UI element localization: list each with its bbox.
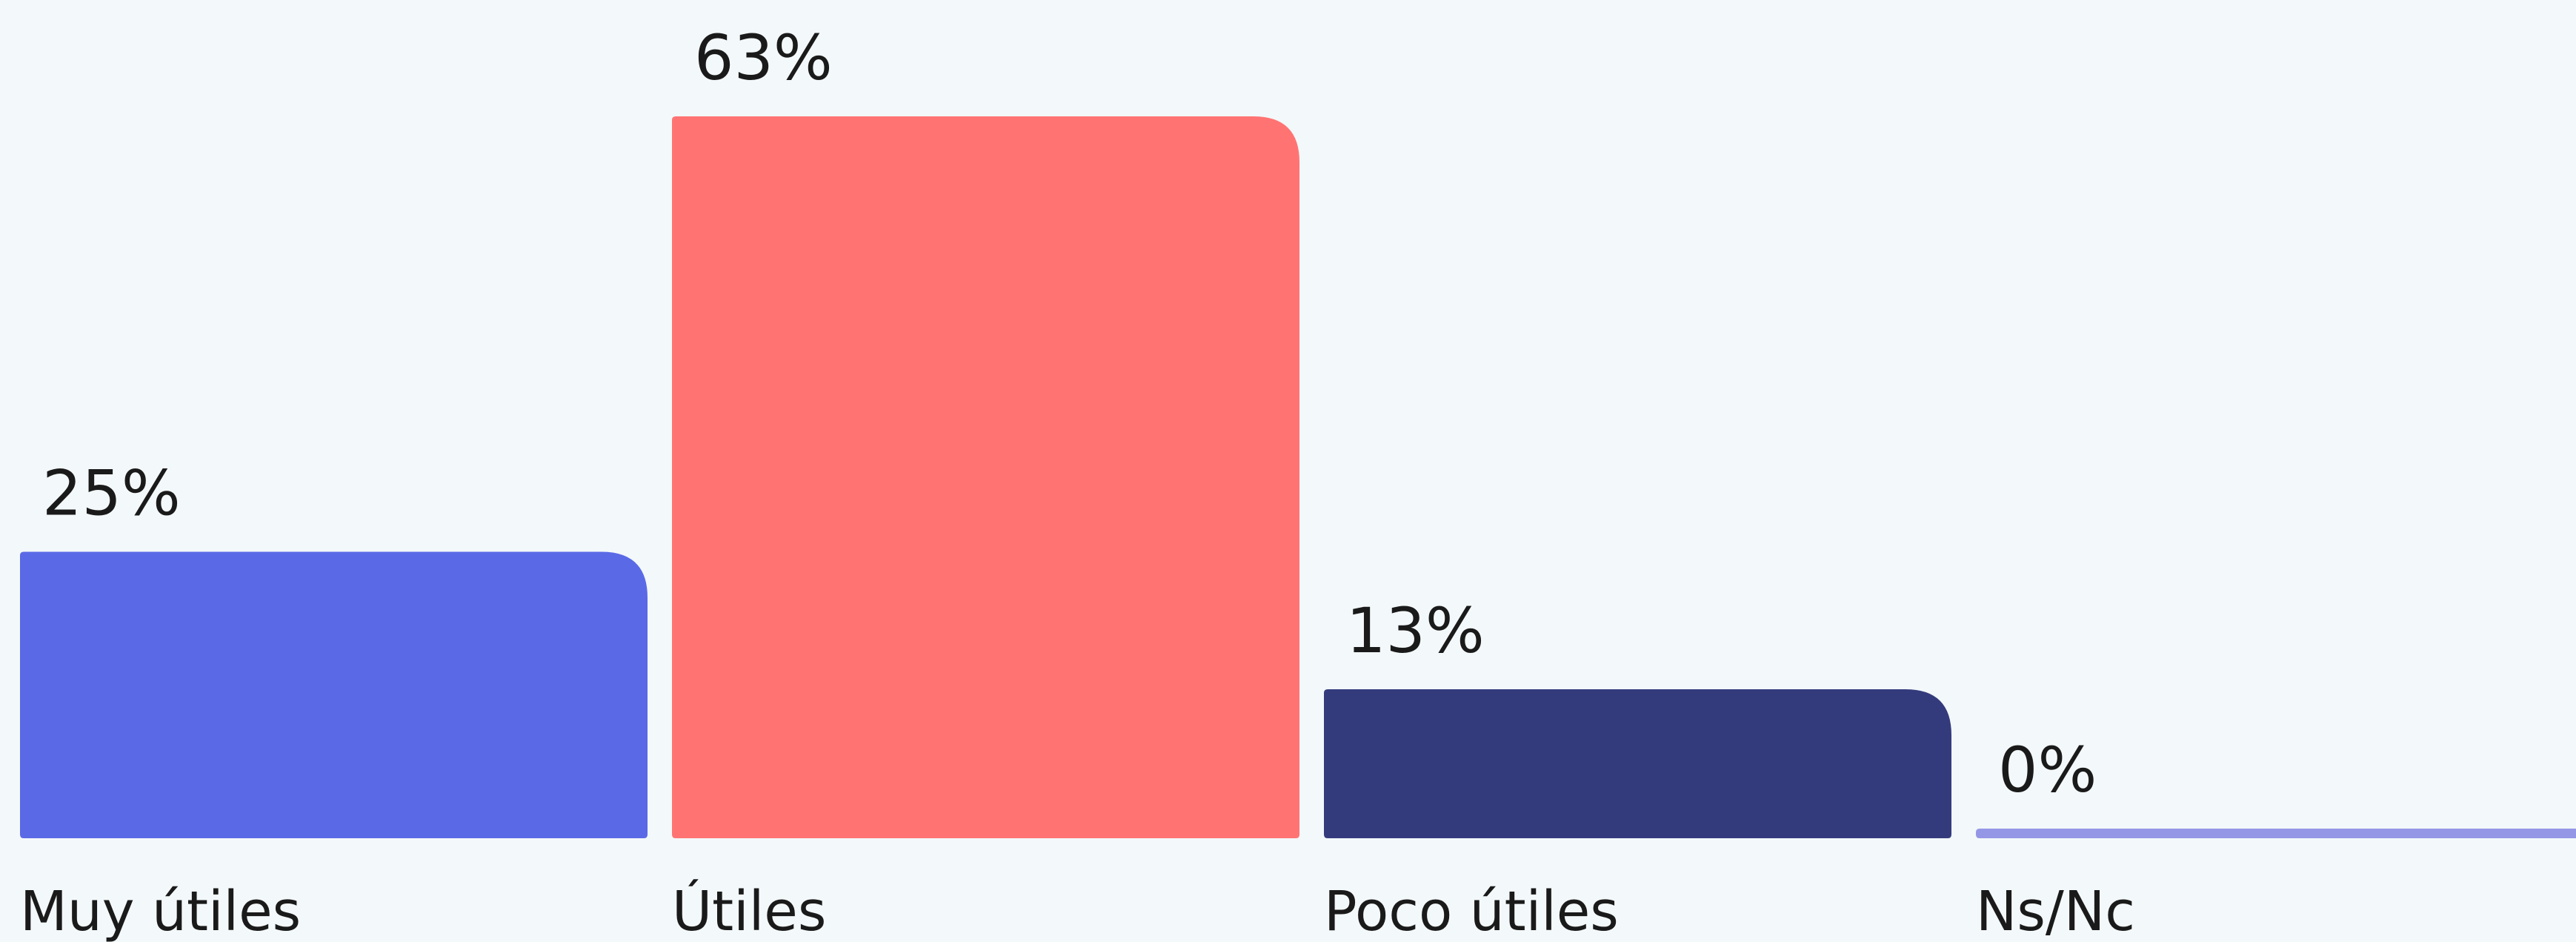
value-label: 0%	[1998, 734, 2097, 806]
bar	[1976, 829, 2576, 838]
bar	[672, 116, 1299, 838]
value-label: 63%	[694, 21, 833, 94]
category-label: Útiles	[672, 878, 826, 942]
category-label: Muy útiles	[20, 880, 301, 942]
category-label: Poco útiles	[1324, 880, 1619, 942]
value-label: 25%	[42, 457, 181, 529]
value-label: 13%	[1346, 594, 1485, 667]
bar	[1324, 689, 1951, 838]
category-label: Ns/Nc	[1976, 880, 2135, 942]
bar	[20, 551, 648, 838]
